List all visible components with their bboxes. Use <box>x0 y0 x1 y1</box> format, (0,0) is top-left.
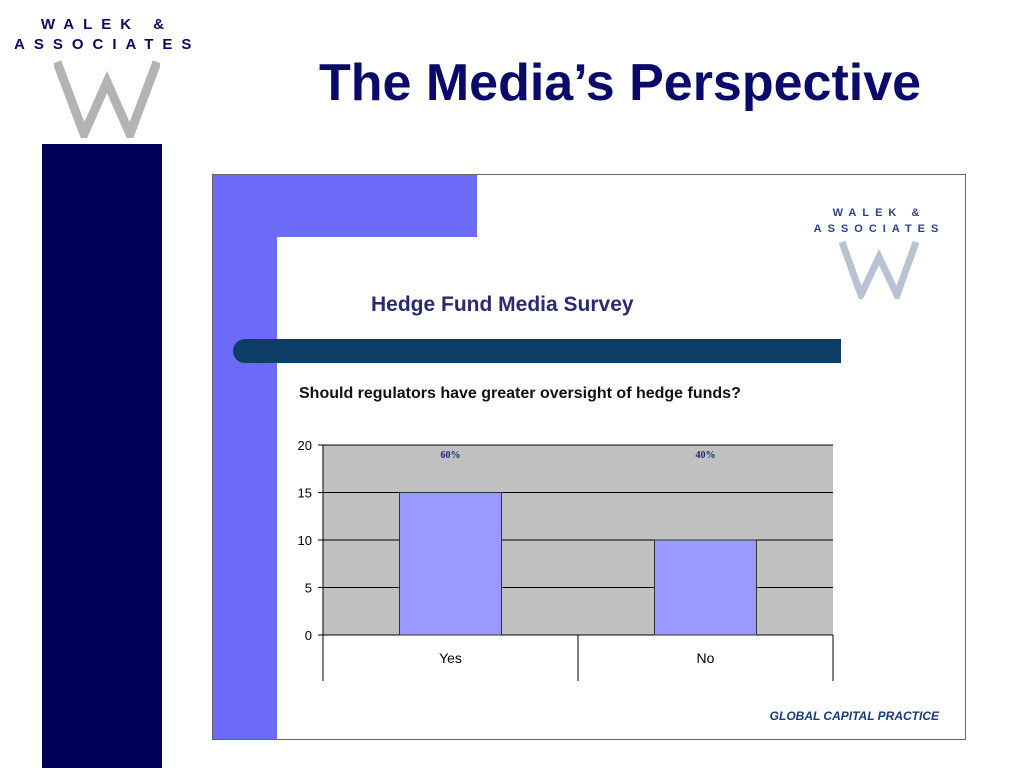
y-tick-label: 10 <box>298 533 312 548</box>
left-accent-bar <box>42 144 162 768</box>
survey-slide-image: WALEK & ASSOCIATES Hedge Fund Media Surv… <box>212 174 966 740</box>
inset-logo-text-line2: ASSOCIATES <box>813 223 945 235</box>
inset-w-logo-icon <box>839 240 919 299</box>
bar-yes <box>399 492 502 636</box>
data-label: 40% <box>696 450 716 461</box>
inset-logo-text-line1: WALEK & <box>832 207 926 219</box>
x-category-label: Yes <box>439 650 462 666</box>
inset-accent-top <box>213 175 477 237</box>
slide-title: The Media’s Perspective <box>318 54 922 112</box>
y-tick-label: 5 <box>305 581 312 596</box>
y-tick-label: 15 <box>298 486 312 501</box>
chart-title: Should regulators have greater oversight… <box>299 385 741 402</box>
survey-title: Hedge Fund Media Survey <box>371 293 634 316</box>
footer-label: GLOBAL CAPITAL PRACTICE <box>769 709 939 723</box>
walek-associates-logo: WALEK & ASSOCIATES <box>14 14 200 142</box>
data-label: 60% <box>441 450 461 461</box>
bar-no <box>654 539 757 636</box>
w-logo-icon <box>54 60 160 138</box>
title-divider-bar <box>233 339 841 363</box>
y-tick-label: 0 <box>305 628 312 643</box>
inset-accent-left <box>213 175 277 739</box>
logo-text-line2: ASSOCIATES <box>14 36 201 53</box>
inset-logo: WALEK & ASSOCIATES <box>809 207 949 299</box>
x-category-label: No <box>697 650 715 666</box>
logo-text-line1: WALEK & <box>40 16 174 33</box>
bar-chart: 0 5 10 15 20 60% Yes 40% No <box>298 438 834 681</box>
y-tick-label: 20 <box>298 438 312 453</box>
